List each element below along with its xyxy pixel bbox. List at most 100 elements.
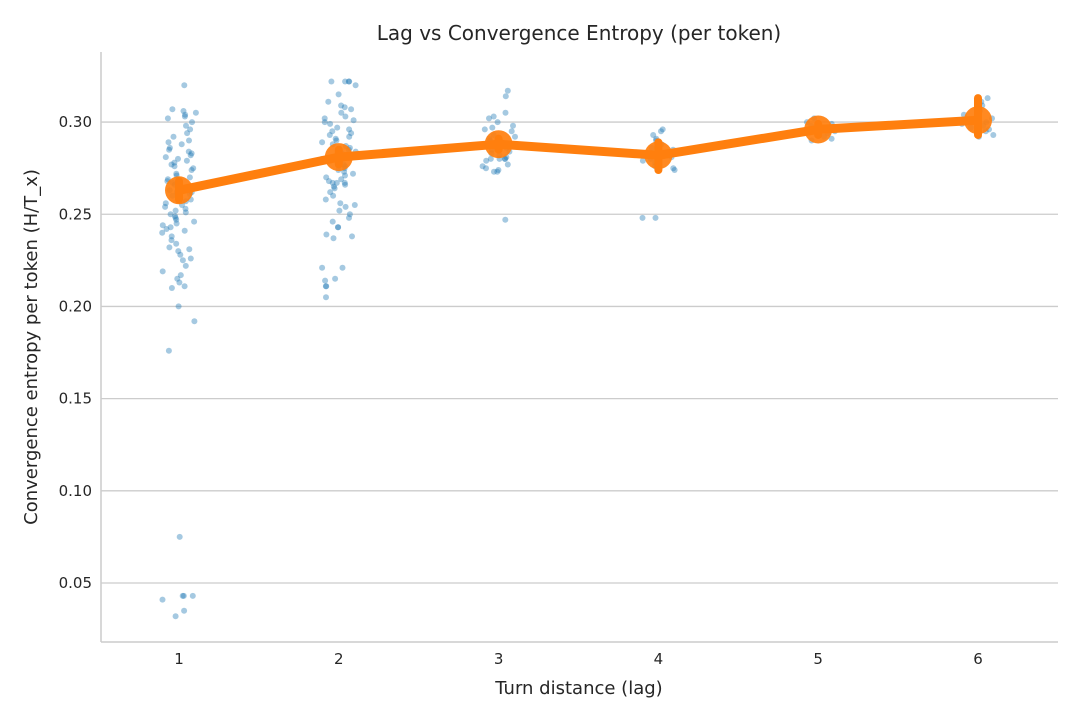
- strip-point-lag-1: [162, 154, 169, 161]
- mean-point-lag-1: [165, 176, 193, 205]
- strip-point-lag-1: [171, 163, 178, 170]
- strip-point-lag-2: [337, 200, 344, 207]
- strip-point-lag-1: [163, 226, 170, 232]
- strip-point-lag-2: [350, 117, 357, 124]
- strip-point-lag-2: [321, 115, 328, 122]
- mean-point-lag-4: [644, 141, 673, 170]
- strip-point-lag-1: [164, 115, 171, 122]
- strip-point-lag-2: [327, 189, 334, 196]
- strip-point-lag-2: [332, 135, 339, 142]
- strip-point-lag-1: [189, 592, 196, 599]
- strip-point-lag-1: [180, 108, 187, 114]
- strip-point-lag-5: [828, 135, 835, 142]
- strip-point-lag-2: [333, 137, 340, 144]
- strip-point-lag-3: [494, 119, 501, 126]
- x-tick-labels: 1 2 3 4 5 6: [174, 650, 983, 668]
- y-tick-label: 0.20: [59, 297, 92, 315]
- strip-point-lag-6: [990, 132, 997, 138]
- strip-point-lag-1: [182, 209, 189, 216]
- strip-point-lag-3: [510, 122, 516, 129]
- strip-point-lag-4: [639, 214, 646, 221]
- strip-point-lag-2: [335, 224, 342, 231]
- strip-point-lag-1: [159, 229, 166, 236]
- strip-point-lag-2: [342, 203, 349, 210]
- strip-point-lag-1: [189, 119, 195, 126]
- strip-point-lag-1: [168, 285, 175, 291]
- strip-point-lag-1: [168, 237, 175, 244]
- strip-point-lag-3: [490, 113, 497, 120]
- strip-point-lag-3: [495, 167, 502, 173]
- strip-point-lag-1: [175, 155, 181, 162]
- strip-point-lag-2: [335, 91, 342, 98]
- strip-point-lag-2: [331, 185, 338, 192]
- strip-point-lag-2: [326, 178, 332, 185]
- y-tick-label: 0.05: [59, 574, 92, 592]
- strip-point-lag-2: [346, 126, 353, 133]
- strip-point-lag-2: [329, 179, 336, 186]
- mean-line: [178, 115, 979, 195]
- strip-point-lag-1: [183, 122, 189, 129]
- strip-point-lag-1: [174, 275, 181, 282]
- mean-series: [165, 94, 992, 205]
- strip-point-lag-1: [182, 111, 189, 118]
- strip-point-lag-1: [183, 157, 190, 164]
- strip-point-lag-1: [176, 279, 183, 286]
- strip-point-lag-1: [181, 283, 188, 290]
- strip-point-lag-2: [341, 179, 348, 186]
- strip-point-lag-3: [487, 155, 494, 162]
- strip-point-lag-1: [176, 533, 183, 540]
- strip-point-lag-1: [192, 109, 199, 116]
- strip-point-lag-1: [175, 248, 182, 255]
- y-tick-label: 0.25: [59, 205, 92, 223]
- mean-point-lag-3: [484, 130, 513, 159]
- strip-point-lag-3: [502, 216, 509, 223]
- strip-point-lag-1: [186, 246, 193, 253]
- x-tick-label: 1: [174, 650, 184, 668]
- strip-point-lag-1: [179, 257, 186, 264]
- strip-point-lag-2: [327, 120, 334, 127]
- strip-point-lag-4: [650, 132, 657, 138]
- strip-point-lag-1: [188, 167, 195, 173]
- x-tick-label: 5: [813, 650, 823, 668]
- y-tick-labels: 0.05 0.10 0.15 0.20 0.25 0.30: [59, 113, 92, 592]
- strip-point-lag-1: [182, 205, 189, 212]
- strip-point-lag-1: [180, 592, 187, 599]
- strip-point-lag-1: [179, 592, 186, 599]
- strip-point-lag-2: [336, 207, 343, 214]
- strip-point-lag-2: [342, 181, 349, 188]
- strip-point-lag-1: [159, 268, 166, 275]
- strip-point-lag-3: [481, 126, 488, 133]
- strip-point-lag-6: [984, 95, 991, 102]
- strip-point-lag-4: [639, 157, 646, 164]
- strip-point-lag-2: [322, 277, 329, 284]
- axes: [100, 52, 1058, 643]
- strip-point-lag-2: [352, 82, 359, 89]
- strip-points: [159, 78, 997, 620]
- strip-point-lag-3: [502, 155, 509, 162]
- strip-point-lag-1: [167, 224, 174, 231]
- strip-point-lag-2: [319, 139, 326, 146]
- strip-point-lag-3: [508, 128, 515, 135]
- strip-point-lag-1: [172, 613, 179, 620]
- strip-point-lag-1: [162, 200, 169, 207]
- strip-point-lag-2: [323, 294, 329, 301]
- strip-point-lag-2: [339, 264, 346, 271]
- strip-point-lag-1: [185, 148, 192, 155]
- x-tick-label: 2: [334, 650, 344, 668]
- strip-point-lag-3: [486, 115, 492, 122]
- strip-point-lag-2: [346, 78, 353, 85]
- strip-point-lag-2: [321, 119, 328, 126]
- strip-point-lag-4: [652, 214, 659, 221]
- strip-point-lag-1: [173, 220, 180, 227]
- strip-point-lag-2: [330, 235, 337, 242]
- x-tick-label: 3: [494, 650, 504, 668]
- strip-point-lag-2: [349, 233, 355, 240]
- strip-point-lag-2: [335, 224, 341, 231]
- strip-point-lag-2: [338, 176, 345, 183]
- strip-point-lag-3: [512, 133, 518, 140]
- x-tick-label: 6: [973, 650, 983, 668]
- strip-point-lag-3: [502, 109, 509, 116]
- x-axis-title: Turn distance (lag): [494, 678, 662, 699]
- strip-point-lag-1: [187, 126, 194, 133]
